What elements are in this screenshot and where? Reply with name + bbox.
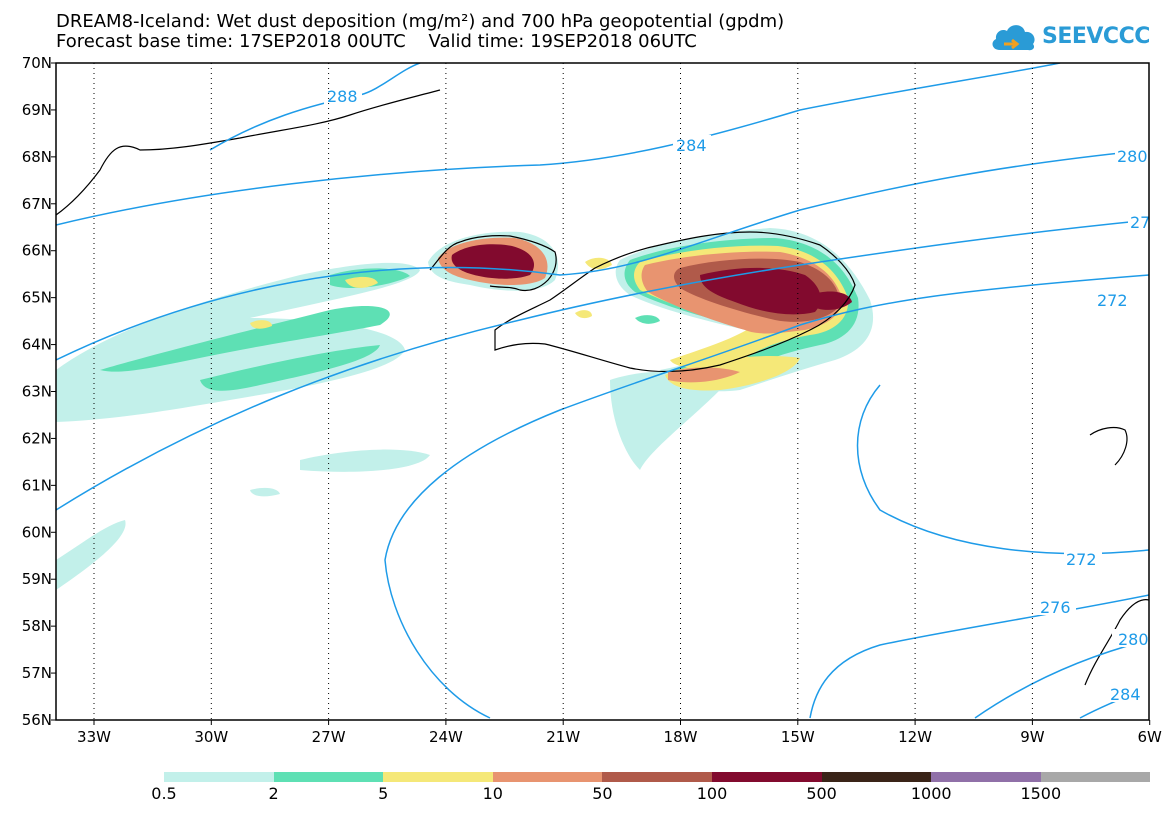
deposition-area-iceland-dark bbox=[700, 267, 821, 315]
contour-label-284-south: 284 bbox=[1110, 685, 1141, 704]
lon-label: 15W bbox=[781, 728, 815, 746]
contour-label-272: 272 bbox=[1097, 291, 1128, 310]
contour-280 bbox=[56, 149, 1149, 361]
contour-label-272-south: 272 bbox=[1066, 550, 1097, 569]
deposition-area-small-2 bbox=[575, 310, 592, 319]
contour-288 bbox=[209, 63, 421, 151]
deposition-area-west-medium-2 bbox=[200, 345, 380, 391]
colorbar-label: 5 bbox=[378, 784, 389, 803]
lat-label: 57N bbox=[22, 664, 52, 682]
colorbar-label: 500 bbox=[806, 784, 837, 803]
deposition-area-west-medium bbox=[100, 305, 390, 372]
deposition-area-west-yellow-2 bbox=[250, 320, 272, 329]
deposition-area-east-dark bbox=[810, 291, 852, 310]
colorbar-label: 0.5 bbox=[151, 784, 177, 803]
colorbar-segment bbox=[821, 772, 932, 782]
lon-label: 12W bbox=[898, 728, 932, 746]
seevccc-logo: SEEVCCC bbox=[990, 20, 1150, 56]
logo-text: SEEVCCC bbox=[1042, 24, 1150, 49]
lat-label: 70N bbox=[22, 54, 52, 72]
coastline bbox=[55, 89, 1150, 686]
axis-labels: 70N 69N 68N 67N 66N 65N 64N 63N 62N 61N 60N 59N 58N 5… bbox=[22, 54, 1162, 746]
lon-label: 30W bbox=[194, 728, 228, 746]
deposition-area-south-light bbox=[300, 449, 430, 472]
greenland-coast bbox=[55, 89, 441, 216]
contour-280-south bbox=[974, 639, 1149, 719]
contour-label-276: 276 bbox=[1040, 598, 1071, 617]
deposition-area-small-1 bbox=[585, 257, 612, 270]
colorbar-label: 1000 bbox=[910, 784, 952, 803]
colorbar-segment bbox=[711, 772, 822, 782]
contour-label-280-south: 280 bbox=[1118, 630, 1149, 649]
iceland-westfjords-coast bbox=[429, 235, 557, 292]
lat-label: 62N bbox=[22, 429, 52, 447]
deposition-area-south-light-2 bbox=[250, 487, 280, 497]
colorbar-segment bbox=[602, 772, 712, 782]
colorbar-segment bbox=[273, 772, 384, 782]
lat-label: 56N bbox=[22, 711, 52, 729]
lon-label: 9W bbox=[1020, 728, 1045, 746]
deposition-area-south-coast-orange bbox=[668, 367, 740, 383]
contour-labels: 288 284 280 27 272 272 276 280 284 bbox=[324, 86, 1150, 704]
lat-label: 64N bbox=[22, 336, 52, 354]
cloud-icon bbox=[992, 25, 1035, 51]
lat-label: 61N bbox=[22, 476, 52, 494]
chart-title-line-1: DREAM8-Iceland: Wet dust deposition (mg/… bbox=[56, 11, 785, 32]
lon-label: 27W bbox=[312, 728, 346, 746]
contour-label-27: 27 bbox=[1130, 213, 1150, 232]
dust-deposition-field bbox=[56, 228, 874, 590]
colorbar-segment bbox=[1040, 772, 1151, 782]
colorbar-segment bbox=[383, 772, 493, 782]
lat-label: 59N bbox=[22, 570, 52, 588]
lon-label: 6W bbox=[1138, 728, 1163, 746]
faroe-coast bbox=[1089, 426, 1128, 466]
lat-label: 65N bbox=[22, 289, 52, 307]
lat-label: 58N bbox=[22, 617, 52, 635]
contour-label-288: 288 bbox=[327, 87, 358, 106]
lon-label: 24W bbox=[429, 728, 463, 746]
contour-276-upper bbox=[56, 219, 1149, 511]
lat-label: 63N bbox=[22, 383, 52, 401]
colorbar bbox=[164, 772, 1151, 782]
colorbar-label: 1500 bbox=[1020, 784, 1062, 803]
colorbar-label: 10 bbox=[482, 784, 503, 803]
lon-label: 33W bbox=[77, 728, 111, 746]
contour-284 bbox=[56, 63, 1061, 226]
deposition-area-central-light bbox=[610, 371, 720, 470]
deposition-area-sw-light bbox=[56, 520, 126, 590]
lon-label: 21W bbox=[546, 728, 580, 746]
contour-276-south bbox=[809, 594, 1149, 719]
chart-title-line-2: Forecast base time: 17SEP2018 00UTC Vali… bbox=[56, 31, 697, 52]
scotland-coast bbox=[1084, 599, 1150, 686]
lat-label: 66N bbox=[22, 242, 52, 260]
colorbar-label: 100 bbox=[696, 784, 728, 803]
geopotential-contours bbox=[56, 63, 1149, 719]
lat-label: 60N bbox=[22, 523, 52, 541]
colorbar-label: 2 bbox=[268, 784, 279, 803]
contour-label-284: 284 bbox=[676, 136, 707, 155]
lat-label: 67N bbox=[22, 195, 52, 213]
colorbar-segment bbox=[931, 772, 1041, 782]
deposition-area-west-yellow bbox=[345, 276, 378, 288]
lat-label: 69N bbox=[22, 101, 52, 119]
colorbar-label: 50 bbox=[592, 784, 613, 803]
contour-272-loop bbox=[384, 274, 1149, 719]
colorbar-segment bbox=[164, 772, 274, 782]
contour-272-east bbox=[856, 384, 1149, 555]
lat-label: 68N bbox=[22, 148, 52, 166]
contour-label-280: 280 bbox=[1117, 147, 1148, 166]
colorbar-segment bbox=[492, 772, 603, 782]
iceland-main-coast bbox=[494, 231, 856, 373]
lon-label: 18W bbox=[664, 728, 698, 746]
deposition-area-small-3 bbox=[635, 315, 660, 324]
